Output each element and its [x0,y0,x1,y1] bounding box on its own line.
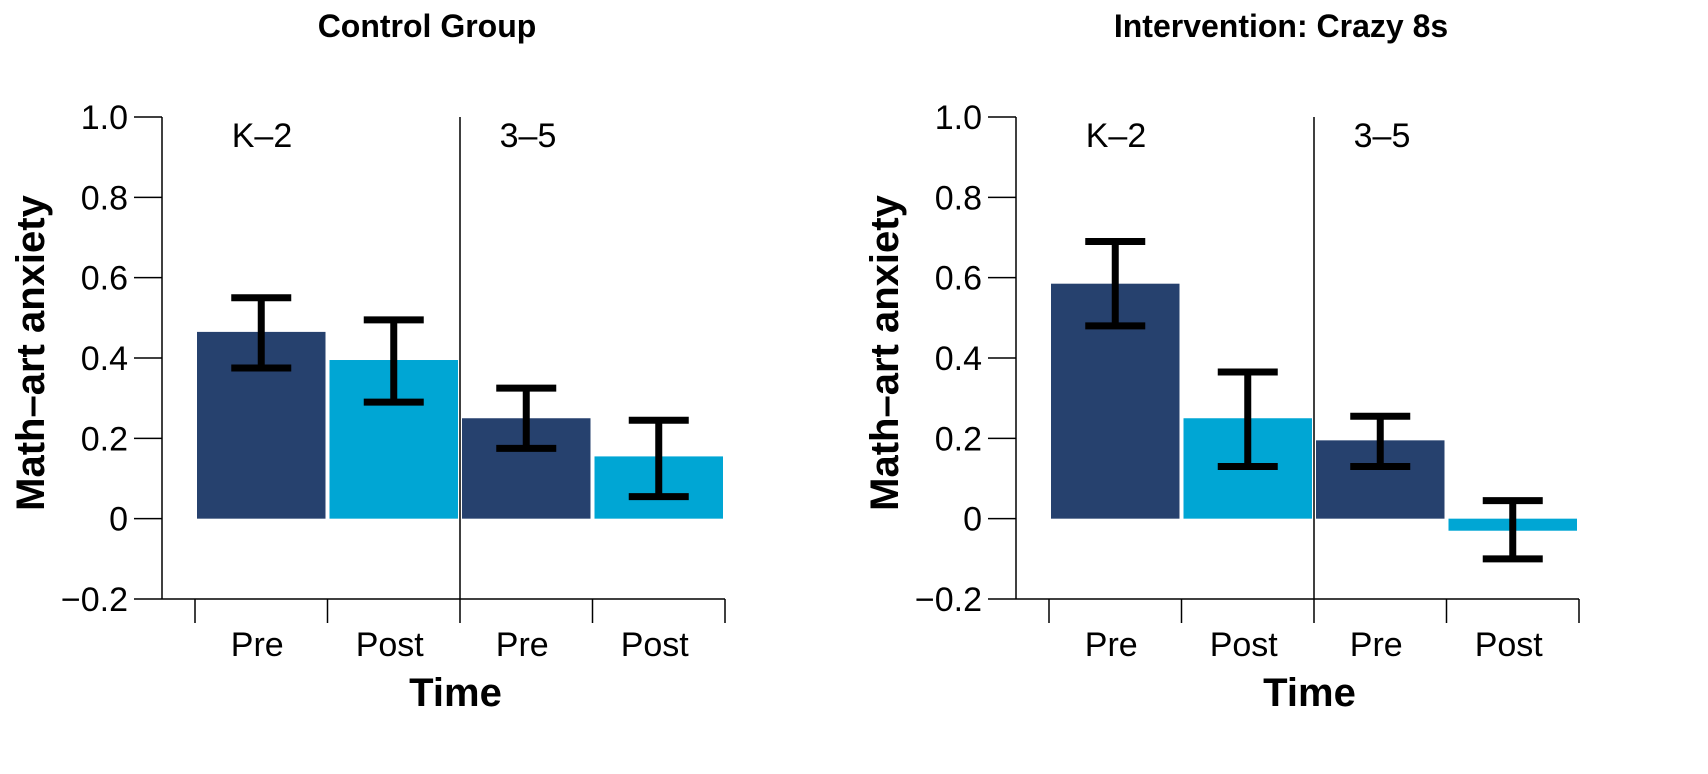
y-tick-label: 0.6 [81,260,128,298]
y-tick-label: 0.2 [81,420,128,458]
y-tick-label: −0.2 [61,581,128,619]
y-tick-label: 0.6 [935,260,982,298]
group-label: K–2 [232,117,293,155]
y-axis-title: Math–art anxiety [9,194,53,510]
y-tick-label: 0.4 [935,340,982,378]
y-tick-label: 1.0 [935,99,982,137]
chart-panel-intervention: Intervention: Crazy 8s 1.0 0.8 0.6 0.4 0.2 0 −… [854,0,1708,774]
y-tick-label: 0 [963,501,982,539]
group-label: 3–5 [1354,117,1411,155]
x-tick-label: Pre [231,626,284,664]
x-axis-title: Time [409,671,502,715]
x-tick-label: Post [1210,626,1279,664]
group-label: K–2 [1086,117,1147,155]
x-tick-label: Pre [1350,626,1403,664]
x-axis-title: Time [1263,671,1356,715]
x-tick-label: Pre [496,626,549,664]
chart-title: Control Group [317,8,537,44]
y-tick-label: 0.2 [935,420,982,458]
chart-svg: 1.0 0.8 0.6 0.4 0.2 0 −0.2 K–2 3–5 Pre Post Pre Post… [9,99,726,715]
y-tick-label: 1.0 [81,99,128,137]
chart-panel-control: Control Group 1.0 0.8 0.6 0.4 0.2 0 −0.2 K–2 3–5… [9,8,726,715]
x-tick-label: Pre [1085,626,1138,664]
y-tick-label: 0.8 [81,179,128,217]
x-tick-label: Post [356,626,425,664]
x-tick-label: Post [621,626,690,664]
y-tick-label: 0.4 [81,340,128,378]
chart-title: Intervention: Crazy 8s [1113,8,1449,44]
y-axis-title: Math–art anxiety [863,194,907,510]
group-label: 3–5 [500,117,557,155]
y-tick-label: 0 [109,501,128,539]
y-tick-label: −0.2 [915,581,982,619]
x-tick-label: Post [1475,626,1544,664]
y-tick-label: 0.8 [935,179,982,217]
chart-svg: 1.0 0.8 0.6 0.4 0.2 0 −0.2 K–2 3–5 Pre Post Pre Post… [863,99,1580,715]
